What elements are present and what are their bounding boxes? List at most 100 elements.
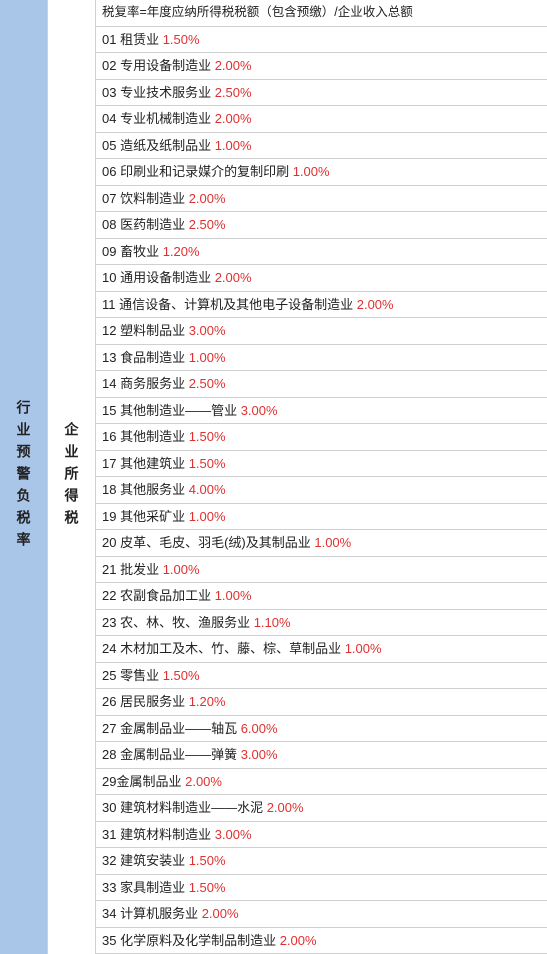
row-number: 15 xyxy=(102,403,116,418)
row-label: 医药制造业 xyxy=(116,217,185,232)
row-rate: 2.00% xyxy=(185,191,225,206)
table-row: 26 居民服务业 1.20% xyxy=(96,689,547,716)
formula-header: 税复率=年度应纳所得税税额（包含预缴）/企业收入总额 xyxy=(96,0,547,27)
row-rate: 2.00% xyxy=(211,58,251,73)
table-row: 27 金属制品业——轴瓦 6.00% xyxy=(96,716,547,743)
row-label: 金属制品业——轴瓦 xyxy=(116,721,237,736)
table-row: 14 商务服务业 2.50% xyxy=(96,371,547,398)
row-label: 建筑材料制造业——水泥 xyxy=(116,800,263,815)
row-rate: 1.00% xyxy=(211,588,251,603)
table-row: 29金属制品业 2.00% xyxy=(96,769,547,796)
row-rate: 3.00% xyxy=(237,403,277,418)
row-rate: 1.50% xyxy=(185,429,225,444)
row-rate: 1.50% xyxy=(159,32,199,47)
table-row: 12 塑料制品业 3.00% xyxy=(96,318,547,345)
row-number: 29 xyxy=(102,774,116,789)
row-label: 金属制品业 xyxy=(116,774,181,789)
row-label: 建筑安装业 xyxy=(116,853,185,868)
row-number: 12 xyxy=(102,323,116,338)
row-rate: 2.50% xyxy=(185,217,225,232)
row-number: 20 xyxy=(102,535,116,550)
row-rate: 2.00% xyxy=(211,270,251,285)
rows-container: 01 租赁业 1.50%02 专用设备制造业 2.00%03 专业技术服务业 2… xyxy=(96,27,547,954)
row-number: 31 xyxy=(102,827,116,842)
row-rate: 1.00% xyxy=(185,350,225,365)
row-label: 其他建筑业 xyxy=(116,456,185,471)
row-number: 07 xyxy=(102,191,116,206)
row-number: 23 xyxy=(102,615,116,630)
tax-type-label: 企业所得税 xyxy=(62,422,82,532)
row-rate: 2.50% xyxy=(185,376,225,391)
table-row: 01 租赁业 1.50% xyxy=(96,27,547,54)
row-number: 10 xyxy=(102,270,116,285)
row-rate: 2.00% xyxy=(211,111,251,126)
row-label: 印刷业和记录媒介的复制印刷 xyxy=(116,164,289,179)
row-rate: 1.00% xyxy=(289,164,329,179)
row-label: 零售业 xyxy=(116,668,159,683)
row-rate: 1.50% xyxy=(185,880,225,895)
table-row: 19 其他采矿业 1.00% xyxy=(96,504,547,531)
row-rate: 3.00% xyxy=(237,747,277,762)
row-label: 批发业 xyxy=(116,562,159,577)
table-row: 28 金属制品业——弹簧 3.00% xyxy=(96,742,547,769)
row-label: 皮革、毛皮、羽毛(绒)及其制品业 xyxy=(116,535,310,550)
table-row: 13 食品制造业 1.00% xyxy=(96,345,547,372)
table-row: 21 批发业 1.00% xyxy=(96,557,547,584)
table-row: 05 造纸及纸制品业 1.00% xyxy=(96,133,547,160)
table-row: 30 建筑材料制造业——水泥 2.00% xyxy=(96,795,547,822)
row-label: 畜牧业 xyxy=(116,244,159,259)
row-label: 塑料制品业 xyxy=(116,323,185,338)
row-label: 商务服务业 xyxy=(116,376,185,391)
table-row: 20 皮革、毛皮、羽毛(绒)及其制品业 1.00% xyxy=(96,530,547,557)
row-rate: 6.00% xyxy=(237,721,277,736)
row-rate: 2.00% xyxy=(263,800,303,815)
row-number: 01 xyxy=(102,32,116,47)
table-row: 23 农、林、牧、渔服务业 1.10% xyxy=(96,610,547,637)
table-row: 24 木材加工及木、竹、藤、棕、草制品业 1.00% xyxy=(96,636,547,663)
row-label: 其他服务业 xyxy=(116,482,185,497)
table-row: 25 零售业 1.50% xyxy=(96,663,547,690)
row-number: 32 xyxy=(102,853,116,868)
row-rate: 1.00% xyxy=(341,641,381,656)
row-number: 08 xyxy=(102,217,116,232)
row-label: 其他制造业——管业 xyxy=(116,403,237,418)
row-label: 通信设备、计算机及其他电子设备制造业 xyxy=(116,297,354,312)
table-row: 34 计算机服务业 2.00% xyxy=(96,901,547,928)
row-label: 农、林、牧、渔服务业 xyxy=(116,615,250,630)
row-label: 建筑材料制造业 xyxy=(116,827,211,842)
row-label: 租赁业 xyxy=(116,32,159,47)
row-label: 居民服务业 xyxy=(116,694,185,709)
row-number: 02 xyxy=(102,58,116,73)
row-label: 食品制造业 xyxy=(116,350,185,365)
row-rate: 2.00% xyxy=(276,933,316,948)
table-row: 17 其他建筑业 1.50% xyxy=(96,451,547,478)
row-rate: 2.50% xyxy=(211,85,251,100)
row-label: 化学原料及化学制品制造业 xyxy=(116,933,276,948)
table-row: 08 医药制造业 2.50% xyxy=(96,212,547,239)
data-column: 税复率=年度应纳所得税税额（包含预缴）/企业收入总额 01 租赁业 1.50%0… xyxy=(96,0,547,954)
row-label: 造纸及纸制品业 xyxy=(116,138,211,153)
row-number: 16 xyxy=(102,429,116,444)
row-rate: 2.00% xyxy=(181,774,221,789)
row-number: 04 xyxy=(102,111,116,126)
table-row: 18 其他服务业 4.00% xyxy=(96,477,547,504)
row-number: 26 xyxy=(102,694,116,709)
row-rate: 1.50% xyxy=(159,668,199,683)
category-label: 行业预警负税率 xyxy=(14,400,34,554)
row-rate: 1.20% xyxy=(185,694,225,709)
table-row: 22 农副食品加工业 1.00% xyxy=(96,583,547,610)
row-rate: 1.00% xyxy=(159,562,199,577)
row-label: 农副食品加工业 xyxy=(116,588,211,603)
tax-type-column: 企业所得税 xyxy=(48,0,96,954)
row-label: 木材加工及木、竹、藤、棕、草制品业 xyxy=(116,641,341,656)
row-number: 33 xyxy=(102,880,116,895)
row-rate: 3.00% xyxy=(211,827,251,842)
row-rate: 2.00% xyxy=(198,906,238,921)
row-rate: 4.00% xyxy=(185,482,225,497)
row-number: 17 xyxy=(102,456,116,471)
table-row: 33 家具制造业 1.50% xyxy=(96,875,547,902)
row-label: 专业机械制造业 xyxy=(116,111,211,126)
row-label: 通用设备制造业 xyxy=(116,270,211,285)
row-rate: 1.50% xyxy=(185,853,225,868)
row-number: 24 xyxy=(102,641,116,656)
